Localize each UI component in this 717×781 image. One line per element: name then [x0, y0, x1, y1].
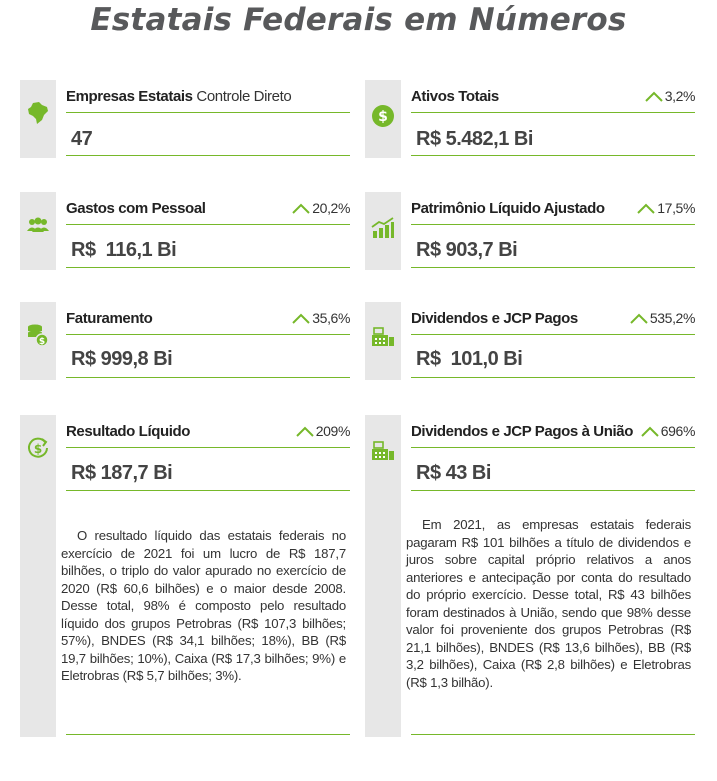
- people-icon: [23, 210, 53, 240]
- change-value: 20,2%: [312, 200, 350, 216]
- card-faturamento: $ Faturamento 35,6% R$ 999,8 Bi: [20, 302, 350, 380]
- change-indicator: 3,2%: [644, 88, 696, 104]
- card-divider: [411, 155, 695, 156]
- card-divider: [66, 155, 350, 156]
- card-ativos-totais: $ Ativos Totais 3,2% R$ 5.482,1 Bi: [365, 80, 695, 158]
- change-indicator: 696%: [641, 423, 695, 439]
- change-value: 17,5%: [657, 200, 695, 216]
- card-divider: [66, 377, 350, 378]
- card-bottom-border: [66, 734, 350, 735]
- dollar-cycle-icon: $: [23, 433, 53, 463]
- card-value: R$ 43 Bi: [416, 462, 491, 484]
- card-divider: [411, 267, 695, 268]
- card-label: Faturamento: [66, 309, 153, 327]
- svg-text:$: $: [378, 109, 388, 125]
- change-value: 3,2%: [664, 88, 696, 104]
- card-description: Em 2021, as empresas estatais federais p…: [406, 517, 691, 690]
- card-divider: [411, 377, 695, 378]
- card-empresas-estatais: Empresas Estatais Controle Direto 47: [20, 80, 350, 158]
- up-arrow-icon: [292, 203, 311, 214]
- up-arrow-icon: [292, 313, 311, 324]
- card-header: Ativos Totais 3,2%: [411, 80, 695, 113]
- change-indicator: 20,2%: [292, 200, 350, 216]
- card-divider: [411, 490, 695, 491]
- card-patrimonio-liquido: Patrimônio Líquido Ajustado 17,5% R$ 903…: [365, 192, 695, 270]
- change-indicator: 17,5%: [637, 200, 695, 216]
- change-value: 35,6%: [312, 310, 350, 326]
- up-arrow-icon: [630, 313, 648, 324]
- card-value: R$ 101,0 Bi: [416, 348, 523, 370]
- card-dividendos-jcp: Dividendos e JCP Pagos 535,2% R$ 101,0 B…: [365, 302, 695, 380]
- svg-text:$: $: [39, 337, 45, 347]
- card-dividendos-uniao: Dividendos e JCP Pagos à União 696% R$ 4…: [365, 415, 695, 737]
- card-header: Dividendos e JCP Pagos 535,2%: [411, 302, 695, 335]
- cash-register-icon: [368, 322, 398, 352]
- page-title: Estatais Federais em Números: [90, 2, 627, 38]
- card-side-panel: [20, 415, 56, 737]
- up-arrow-icon: [296, 426, 314, 437]
- change-indicator: 209%: [296, 423, 350, 439]
- change-value: 535,2%: [649, 310, 695, 326]
- change-indicator: 35,6%: [292, 310, 350, 326]
- card-label: Dividendos e JCP Pagos: [411, 309, 578, 327]
- card-resultado-liquido: $ Resultado Líquido 209% R$ 187,7 Bi O r…: [20, 415, 350, 737]
- card-sublabel: Controle Direto: [196, 87, 292, 105]
- up-arrow-icon: [644, 91, 663, 102]
- card-side-panel: [365, 415, 401, 737]
- change-indicator: 535,2%: [630, 310, 695, 326]
- card-divider: [66, 267, 350, 268]
- card-value: R$ 116,1 Bi: [71, 239, 177, 261]
- change-value: 209%: [315, 423, 351, 439]
- card-value: R$ 999,8 Bi: [71, 348, 173, 370]
- card-label: Patrimônio Líquido Ajustado: [411, 199, 605, 217]
- card-value: R$ 187,7 Bi: [71, 462, 173, 484]
- card-label: Empresas Estatais: [66, 87, 193, 105]
- dollar-coin-icon: $: [368, 101, 398, 131]
- card-header: Faturamento 35,6%: [66, 302, 350, 335]
- card-value: R$ 903,7 Bi: [416, 239, 518, 261]
- card-header: Resultado Líquido 209%: [66, 415, 350, 448]
- bar-chart-growth-icon: [368, 213, 398, 243]
- card-header: Patrimônio Líquido Ajustado 17,5%: [411, 192, 695, 225]
- card-label: Dividendos e JCP Pagos à União: [411, 422, 633, 440]
- cash-register-icon: [368, 436, 398, 466]
- coin-stack-icon: $: [23, 320, 53, 350]
- svg-text:$: $: [34, 442, 42, 456]
- card-value: R$ 5.482,1 Bi: [416, 128, 533, 150]
- card-label: Gastos com Pessoal: [66, 199, 206, 217]
- up-arrow-icon: [637, 203, 656, 214]
- card-header: Gastos com Pessoal 20,2%: [66, 192, 350, 225]
- card-header: Empresas Estatais Controle Direto: [66, 80, 350, 113]
- change-value: 696%: [660, 423, 696, 439]
- card-divider: [66, 490, 350, 491]
- up-arrow-icon: [641, 426, 659, 437]
- card-description: O resultado líquido das estatais federai…: [61, 528, 346, 683]
- card-label: Resultado Líquido: [66, 422, 191, 440]
- card-value: 47: [71, 128, 93, 150]
- card-gastos-pessoal: Gastos com Pessoal 20,2% R$ 116,1 Bi: [20, 192, 350, 270]
- card-header: Dividendos e JCP Pagos à União 696%: [411, 415, 695, 448]
- brazil-map-icon: [23, 98, 53, 128]
- card-bottom-border: [411, 734, 695, 735]
- card-label: Ativos Totais: [411, 87, 499, 105]
